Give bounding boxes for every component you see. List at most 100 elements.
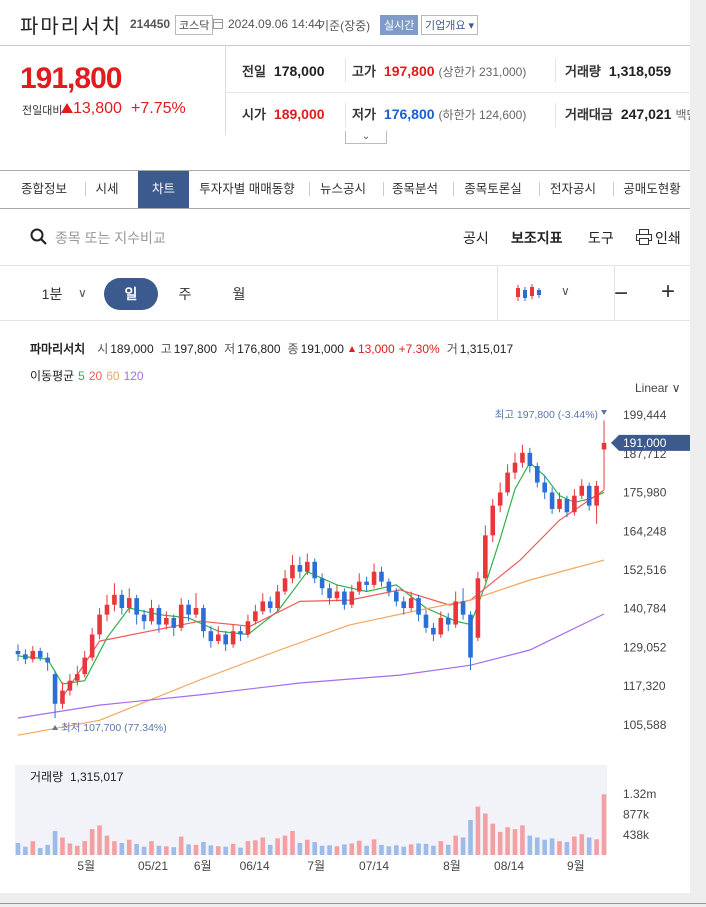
info-label: 시 [97, 342, 109, 356]
tab[interactable]: 종목분석 [391, 182, 438, 196]
stat-value: 197,800 [383, 63, 435, 79]
candle-body [431, 627, 436, 635]
stat-label: 저가 [352, 107, 376, 122]
info-value: 191,000 [300, 342, 344, 356]
x-tick-label: 05/21 [138, 859, 168, 873]
volume-bar [542, 839, 547, 855]
divider [0, 320, 690, 321]
divider [0, 903, 706, 904]
candle-body [601, 442, 607, 450]
candle-body [89, 634, 95, 658]
toolbar-link[interactable]: 보조지표 [511, 230, 563, 246]
volume-bar [549, 838, 555, 855]
tab-separator [383, 182, 384, 196]
candle-body [112, 594, 117, 605]
candle-body [208, 631, 214, 642]
tab[interactable]: 종목토론실 [464, 182, 522, 196]
search-input[interactable]: 종목 또는 지수비교 [55, 230, 166, 246]
x-tick-label: 06/14 [240, 859, 270, 873]
candle-body [386, 581, 392, 592]
period[interactable]: 주 [178, 286, 192, 302]
candle-body [497, 492, 503, 506]
realtime-badge[interactable]: 실시간 [380, 15, 419, 35]
toolbar-link[interactable]: 공시 [463, 230, 489, 246]
volume-bar [312, 842, 318, 855]
volume-bar [60, 837, 65, 855]
volume-bar [89, 829, 95, 855]
period[interactable]: 일 [104, 278, 158, 310]
tab[interactable]: 차트 [138, 171, 189, 208]
volume-bar [253, 840, 258, 855]
volume-bar [401, 846, 407, 855]
divider [497, 266, 498, 320]
volume-bar [37, 848, 43, 855]
volume-bar [141, 846, 147, 855]
volume-bar [126, 839, 132, 855]
toolbar-link[interactable]: 인쇄 [655, 230, 681, 246]
search-icon[interactable] [30, 228, 48, 246]
volume-title: 거래량 [30, 770, 63, 784]
candle-body [215, 634, 221, 642]
tab-separator [453, 182, 454, 196]
volume-bar [460, 837, 466, 855]
period-dropdown[interactable]: ∨ [78, 286, 87, 300]
candle-body [164, 617, 169, 625]
company-info-button[interactable]: 기업개요 ▾ [421, 15, 479, 35]
tab[interactable]: 공매도현황 [623, 182, 681, 196]
x-tick-label: 8월 [443, 859, 461, 873]
volume-tick-label: 1.32m [623, 787, 656, 801]
volume-bar [104, 835, 110, 855]
candle-body [572, 495, 577, 513]
divider [225, 45, 226, 135]
zoom-out[interactable]: − [614, 280, 629, 307]
volume-bar [119, 843, 125, 855]
expand-button[interactable]: ⌄ [345, 131, 387, 144]
volume-bar [319, 845, 325, 855]
volume-bar [356, 840, 362, 855]
legend-entry: 60 [106, 369, 120, 383]
candle-body [416, 598, 421, 615]
stat-label: 고가 [352, 64, 376, 79]
volume-bar [238, 847, 243, 855]
candle-body [312, 561, 318, 579]
volume-bar [364, 845, 369, 855]
change-label: 전일대비 [22, 105, 63, 117]
info-value: 189,000 [110, 342, 154, 356]
chart-type-dropdown[interactable]: ∨ [561, 284, 570, 298]
tab[interactable]: 뉴스공시 [319, 182, 366, 196]
x-tick-label: 6월 [194, 859, 212, 873]
divider [555, 103, 556, 127]
candle-body [327, 588, 332, 599]
low-annotation: 최저 107,700 (77.34%) [61, 722, 167, 734]
ma-legend: 이동평균 5 20 60 120 [30, 367, 148, 384]
candle-body [30, 650, 36, 660]
toolbar-link[interactable]: 도구 [588, 230, 614, 246]
candle-body [468, 614, 473, 658]
tab[interactable]: 시세 [95, 182, 119, 196]
y-tick-label: 199,444 [623, 408, 667, 422]
tab-separator [309, 182, 310, 196]
x-tick-label: 7월 [307, 859, 325, 873]
candle-body [438, 617, 444, 635]
candle-body [334, 591, 340, 599]
tab[interactable]: 종합정보 [20, 182, 67, 196]
tab[interactable]: 투자자별 매매동향 [199, 182, 295, 196]
candle-body [238, 631, 243, 635]
candle-body [223, 634, 228, 645]
period[interactable]: 월 [232, 286, 246, 302]
volume-bar [572, 836, 577, 855]
stat: 거래대금 247,021백만 [565, 104, 690, 124]
scale-selector[interactable]: Linear ∨ [635, 381, 681, 395]
market-badge: 코스닥 [175, 15, 214, 35]
tab[interactable]: 전자공시 [549, 182, 596, 196]
zoom-in[interactable]: + [661, 278, 676, 305]
chart-type-icon[interactable] [514, 282, 542, 304]
candle-body [178, 604, 184, 628]
candle-body [171, 617, 177, 628]
period[interactable]: 1분 [41, 286, 63, 302]
candle-body [371, 571, 377, 585]
high-annotation: 최고 197,800 (-3.44%) [495, 409, 598, 421]
volume-bar [82, 841, 88, 855]
